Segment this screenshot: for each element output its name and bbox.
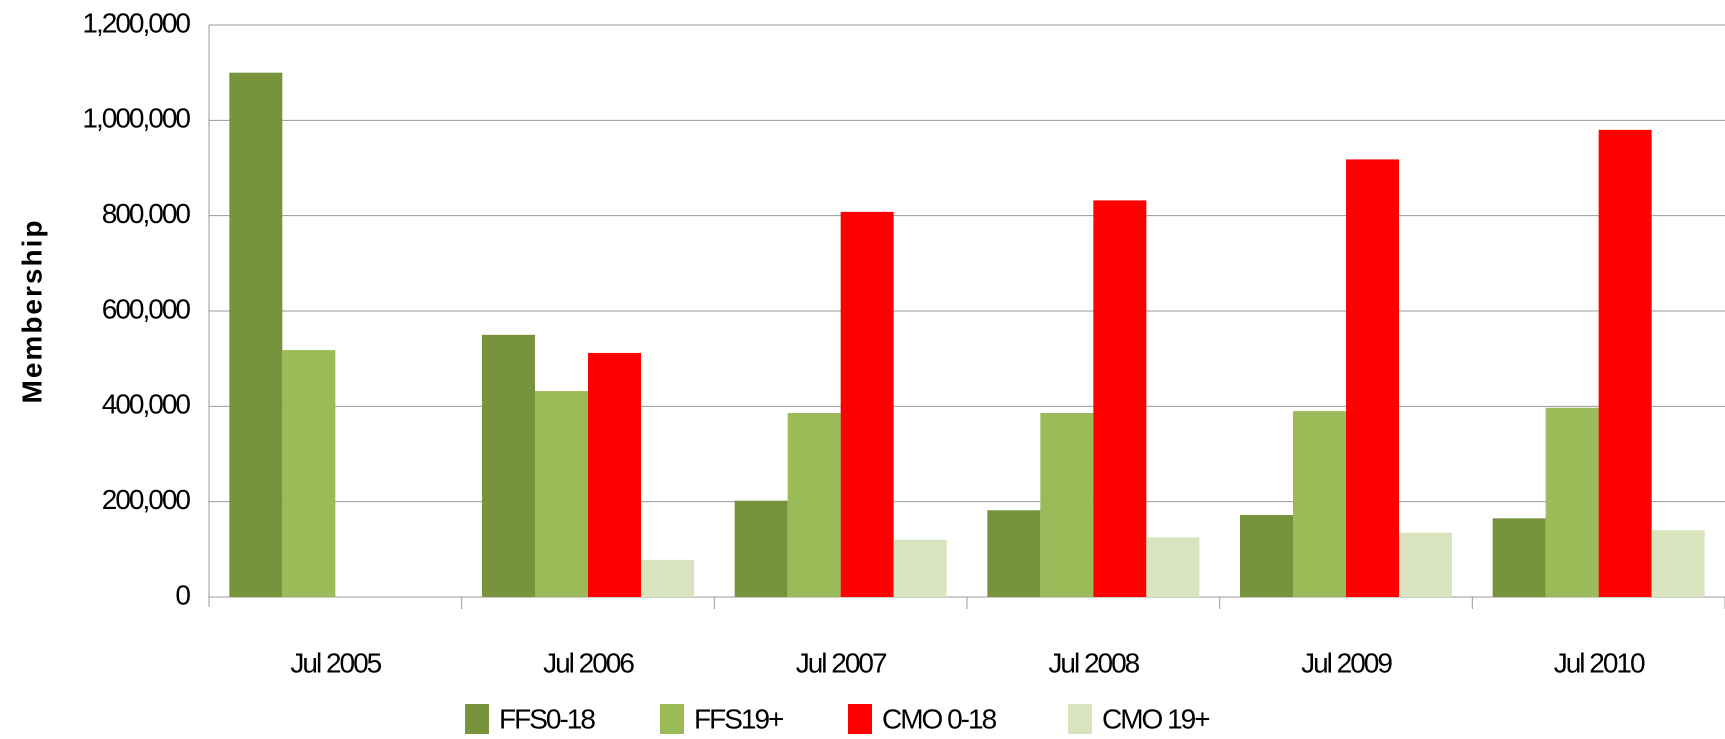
y-tick-label: 1,000,000: [82, 103, 190, 134]
y-tick-label: 200,000: [102, 484, 191, 515]
bar: [1545, 407, 1599, 597]
bar: [1240, 515, 1293, 597]
x-tick-label: Jul 2010: [1554, 647, 1645, 678]
bar: [482, 334, 535, 597]
bar: [1651, 530, 1705, 597]
bar: [535, 391, 588, 597]
x-tick-label: Jul 2006: [543, 647, 634, 678]
legend-label: CMO 0-18: [882, 703, 997, 734]
bar: [1040, 413, 1094, 597]
bar: [1346, 159, 1399, 598]
y-tick-label: 0: [175, 579, 190, 610]
legend-swatch: [465, 704, 489, 734]
legend-label: FFS19+: [694, 703, 783, 734]
y-tick-label: 1,200,000: [82, 7, 190, 38]
bar: [641, 559, 694, 597]
bar: [1492, 518, 1546, 597]
x-tick-label: Jul 2008: [1048, 647, 1139, 678]
legend-swatch: [660, 704, 684, 734]
bar: [1598, 129, 1652, 597]
bar: [1093, 200, 1147, 597]
legend-swatch: [848, 704, 872, 734]
y-axis-title: Membership: [16, 219, 47, 404]
bar: [282, 350, 336, 597]
legend-label: FFS0-18: [499, 703, 595, 734]
bar: [987, 510, 1041, 597]
legend-swatch: [1068, 704, 1092, 734]
y-tick-label: 400,000: [102, 389, 191, 420]
x-tick-label: Jul 2009: [1301, 647, 1392, 678]
x-tick-label: Jul 2007: [796, 647, 887, 678]
legend-label: CMO 19+: [1102, 703, 1209, 734]
x-tick-label: Jul 2005: [290, 647, 381, 678]
bar: [229, 72, 283, 597]
bar: [1293, 411, 1346, 597]
bar: [734, 500, 788, 597]
bar: [893, 539, 947, 597]
bar: [1146, 537, 1200, 597]
y-tick-label: 800,000: [102, 198, 191, 229]
bar: [588, 352, 641, 597]
y-tick-label: 600,000: [102, 293, 191, 324]
bar: [1399, 532, 1452, 597]
bar: [840, 211, 894, 597]
bar: [787, 413, 841, 597]
